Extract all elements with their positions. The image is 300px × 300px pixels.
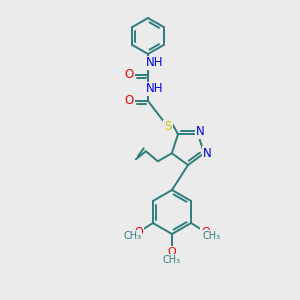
Text: NH: NH [146, 56, 164, 70]
Text: O: O [201, 227, 210, 237]
Text: N: N [196, 125, 204, 138]
Text: O: O [168, 247, 176, 257]
Text: NH: NH [146, 82, 164, 95]
Text: O: O [134, 227, 143, 237]
Text: O: O [124, 68, 134, 82]
Text: CH₃: CH₃ [203, 231, 221, 241]
Text: CH₃: CH₃ [123, 231, 141, 241]
Text: CH₃: CH₃ [163, 255, 181, 265]
Text: N: N [203, 147, 212, 160]
Text: O: O [124, 94, 134, 107]
Text: S: S [164, 121, 172, 134]
